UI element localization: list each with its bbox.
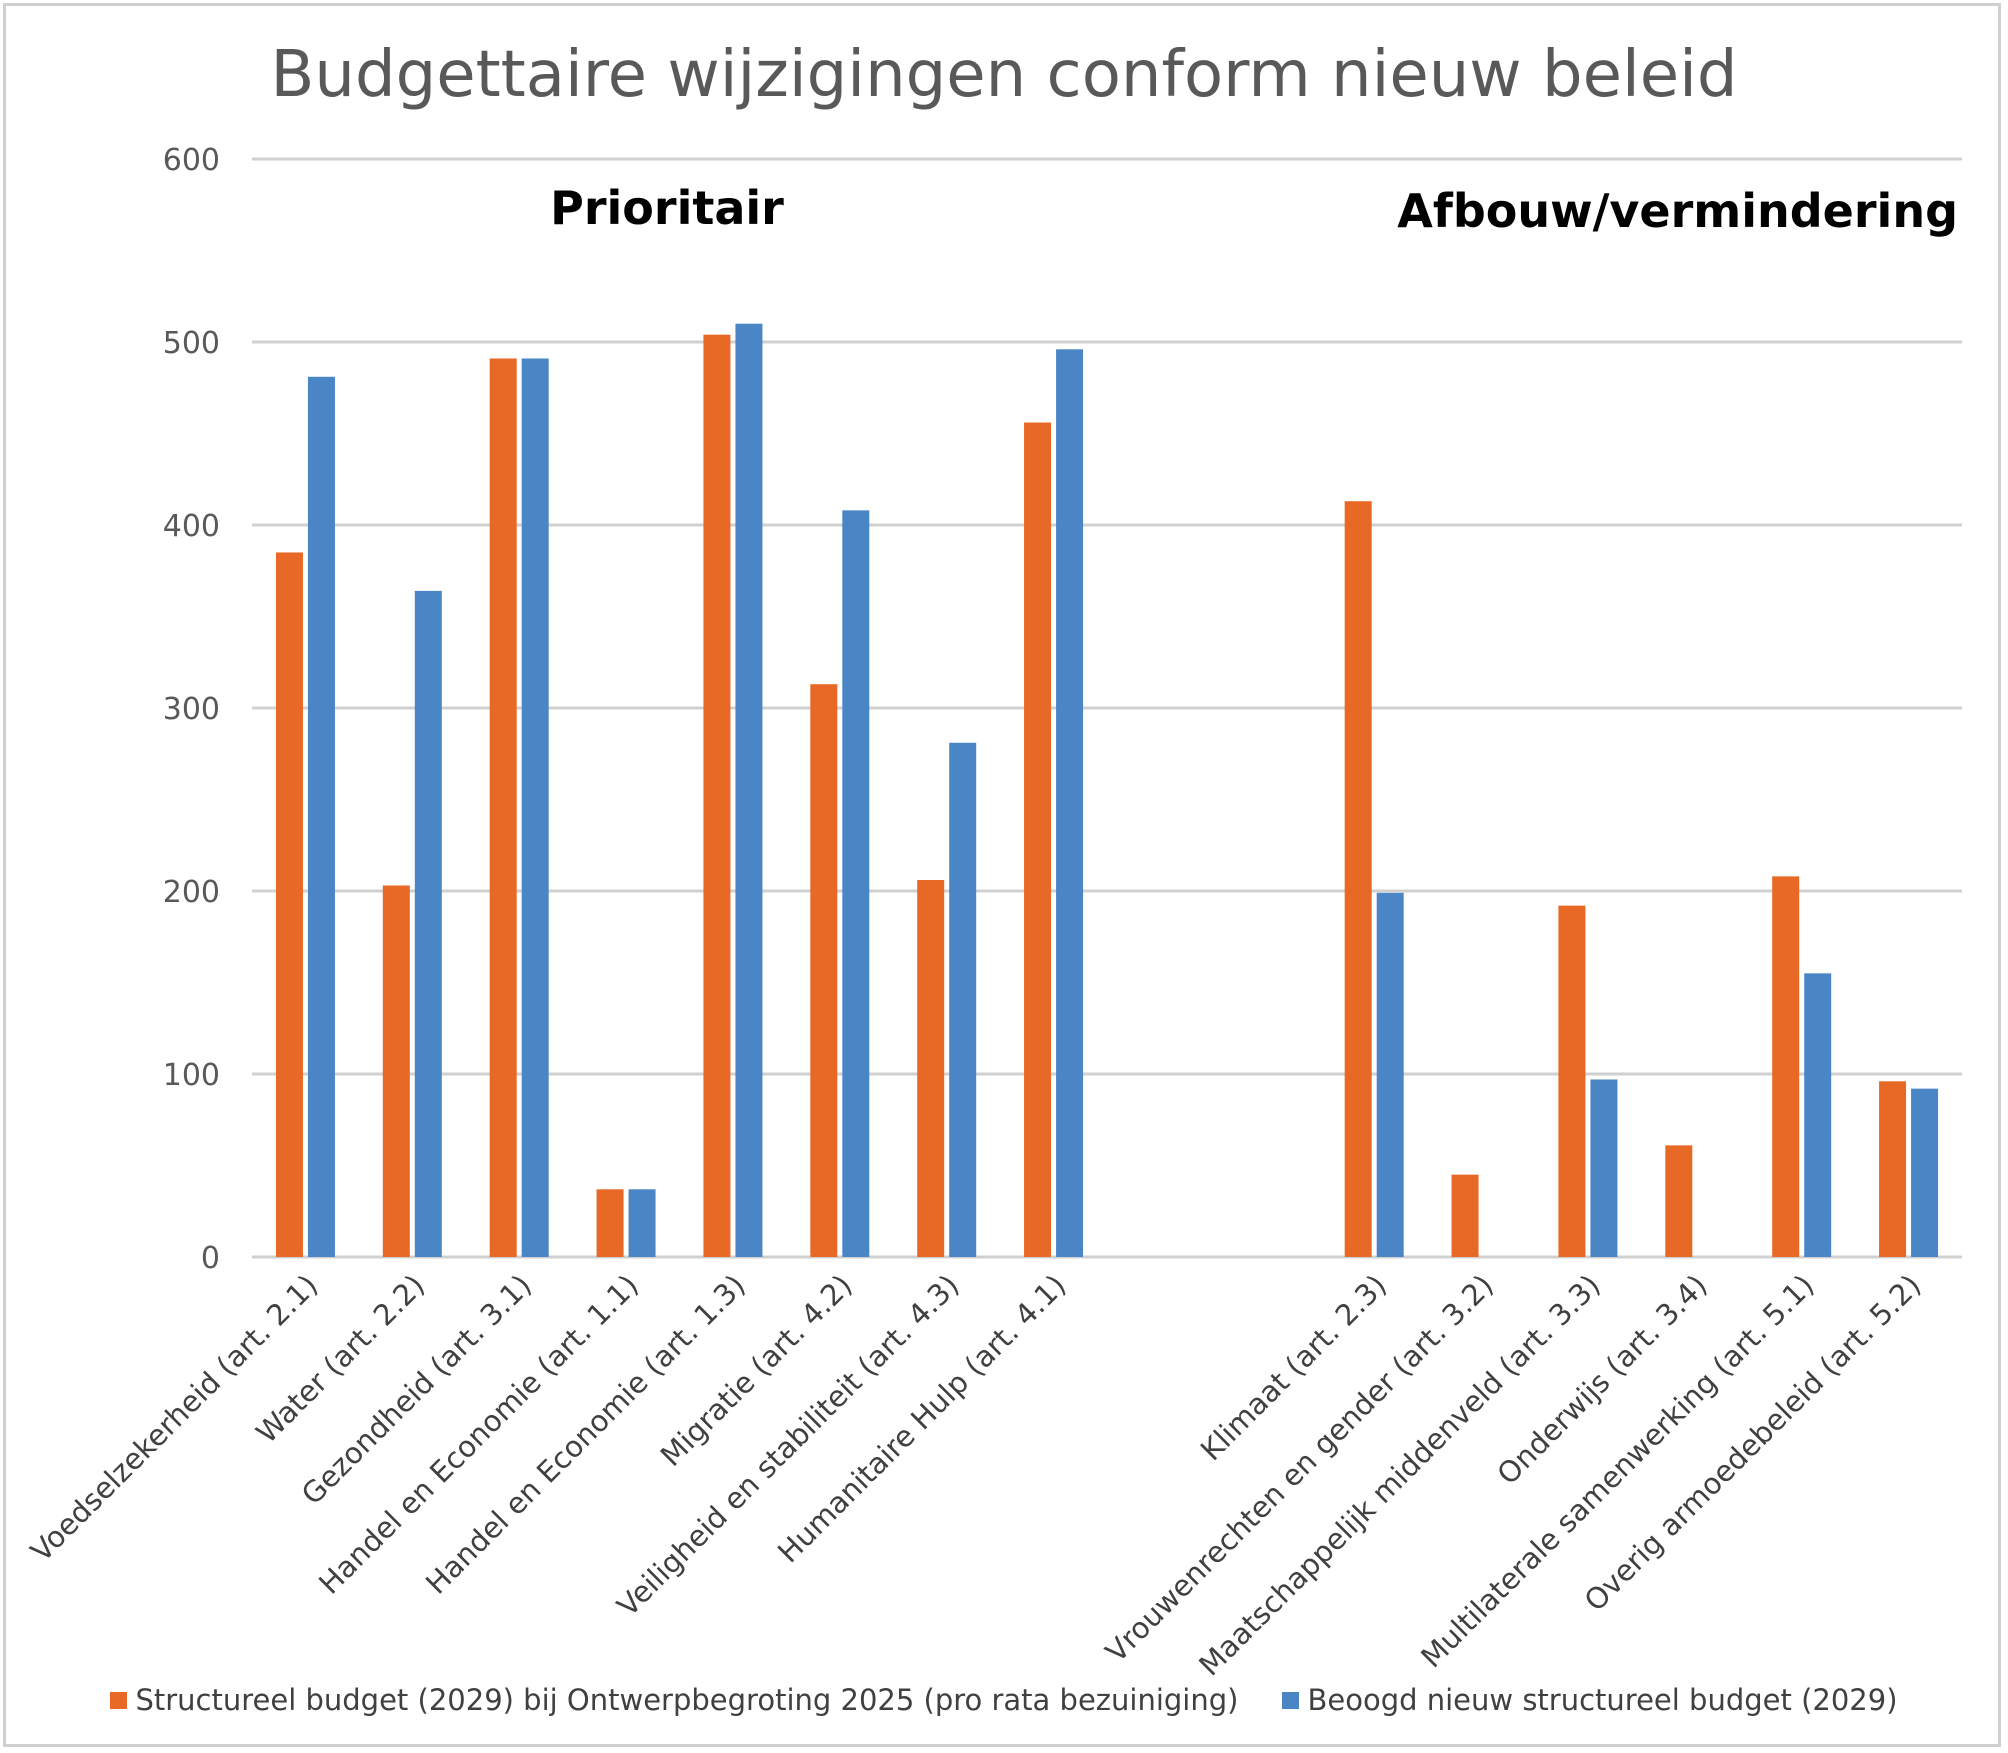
bars xyxy=(275,323,1939,1258)
y-tick-label: 600 xyxy=(163,143,220,178)
bar-structureel[interactable] xyxy=(596,1189,624,1257)
legend: Structureel budget (2029) bij Ontwerpbeg… xyxy=(0,1683,2008,1717)
bar-beoogd[interactable] xyxy=(414,590,442,1257)
legend-label: Structureel budget (2029) bij Ontwerpbeg… xyxy=(135,1683,1239,1717)
y-tick-label: 500 xyxy=(163,326,220,361)
x-tick-label: Klimaat (art. 2.3) xyxy=(1194,1268,1393,1467)
x-axis-ticks: Voedselzekerheid (art. 2.1)Water (art. 2… xyxy=(24,1268,1928,1683)
bar-beoogd[interactable] xyxy=(1590,1079,1618,1257)
group-label-afbouw: Afbouw/vermindering xyxy=(1397,184,1958,238)
legend-item-series-0[interactable]: Structureel budget (2029) bij Ontwerpbeg… xyxy=(110,1683,1238,1717)
bar-structureel[interactable] xyxy=(1558,905,1586,1257)
legend-label: Beoogd nieuw structureel budget (2029) xyxy=(1307,1683,1898,1717)
y-tick-label: 300 xyxy=(163,692,220,727)
bar-structureel[interactable] xyxy=(1772,876,1800,1257)
bar-structureel[interactable] xyxy=(703,334,731,1257)
x-tick-label: Onderwijs (art. 3.4) xyxy=(1490,1268,1713,1491)
y-tick-label: 400 xyxy=(163,509,220,544)
bar-beoogd[interactable] xyxy=(735,323,763,1257)
x-tick-label: Maatschappelijk middenveld (art. 3.3) xyxy=(1192,1268,1607,1683)
y-tick-label: 0 xyxy=(201,1241,220,1276)
group-label-prioritair: Prioritair xyxy=(550,181,784,235)
bar-structureel[interactable] xyxy=(1879,1081,1907,1257)
chart-frame xyxy=(3,3,2001,1747)
bar-beoogd[interactable] xyxy=(1056,349,1084,1257)
bar-beoogd[interactable] xyxy=(1911,1088,1939,1257)
x-tick-label: Multilaterale samenwerking (art. 5.1) xyxy=(1414,1268,1820,1674)
bar-structureel[interactable] xyxy=(275,552,303,1257)
x-tick-label: Migratie (art. 4.2) xyxy=(654,1268,859,1473)
legend-swatch-orange xyxy=(110,1691,128,1709)
x-tick-label: Vrouwenrechten en gender (art. 3.2) xyxy=(1099,1268,1500,1669)
bar-structureel[interactable] xyxy=(917,880,945,1257)
bar-structureel[interactable] xyxy=(1344,501,1372,1258)
bar-beoogd[interactable] xyxy=(842,510,870,1257)
bar-structureel[interactable] xyxy=(810,684,838,1257)
bar-beoogd[interactable] xyxy=(521,358,549,1258)
bar-beoogd[interactable] xyxy=(1376,892,1404,1257)
legend-swatch-blue xyxy=(1282,1691,1300,1709)
bar-structureel[interactable] xyxy=(1024,422,1052,1257)
y-tick-label: 100 xyxy=(163,1058,220,1093)
y-tick-label: 200 xyxy=(163,875,220,910)
bar-beoogd[interactable] xyxy=(628,1189,656,1257)
bar-structureel[interactable] xyxy=(382,885,410,1257)
bar-structureel[interactable] xyxy=(489,358,517,1258)
bar-structureel[interactable] xyxy=(1451,1174,1479,1257)
bar-structureel[interactable] xyxy=(1665,1145,1693,1257)
chart-title: Budgettaire wijzigingen conform nieuw be… xyxy=(270,38,1738,112)
bar-beoogd[interactable] xyxy=(949,742,977,1257)
legend-item-series-1[interactable]: Beoogd nieuw structureel budget (2029) xyxy=(1282,1683,1898,1717)
bar-beoogd[interactable] xyxy=(307,376,335,1257)
y-axis-ticks: 0 100 200 300 400 500 600 xyxy=(163,143,220,1276)
bar-beoogd[interactable] xyxy=(1804,973,1832,1257)
